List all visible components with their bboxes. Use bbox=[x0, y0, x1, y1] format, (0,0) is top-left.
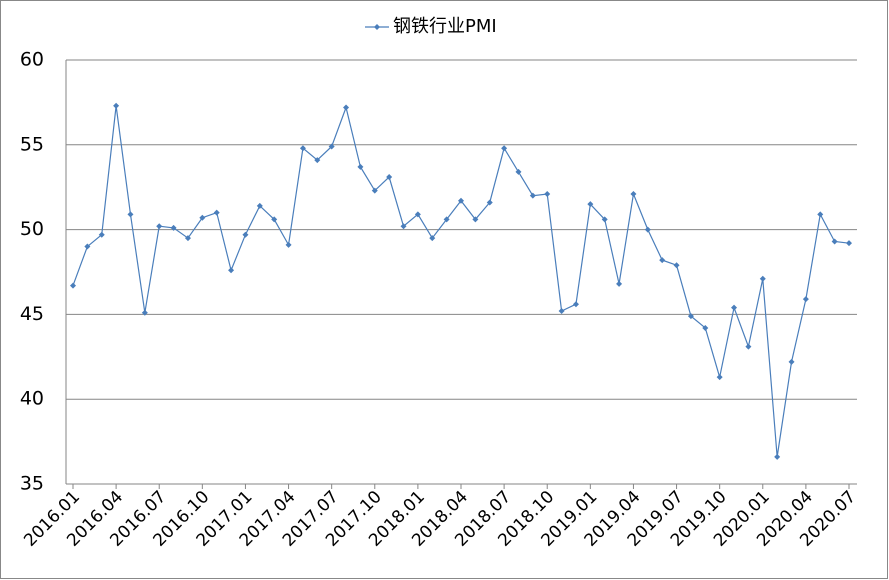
marker bbox=[716, 374, 723, 381]
marker bbox=[630, 190, 637, 197]
y-tick-label: 60 bbox=[20, 49, 44, 71]
y-tick-label: 45 bbox=[20, 303, 44, 325]
marker bbox=[271, 216, 278, 223]
marker bbox=[501, 145, 508, 152]
legend-label: 钢铁行业PMI bbox=[393, 16, 497, 37]
marker bbox=[228, 267, 235, 274]
legend-marker bbox=[374, 24, 380, 30]
marker bbox=[285, 241, 292, 248]
y-tick-label: 50 bbox=[20, 218, 44, 240]
marker bbox=[256, 202, 263, 209]
marker bbox=[472, 216, 479, 223]
marker bbox=[572, 301, 579, 308]
marker bbox=[386, 174, 393, 181]
marker bbox=[242, 231, 249, 238]
marker bbox=[702, 324, 709, 331]
marker bbox=[127, 211, 134, 218]
marker bbox=[601, 216, 608, 223]
marker bbox=[544, 190, 551, 197]
marker bbox=[558, 308, 565, 315]
marker bbox=[817, 211, 824, 218]
marker bbox=[731, 304, 738, 311]
marker bbox=[587, 201, 594, 208]
marker bbox=[659, 257, 666, 264]
marker bbox=[687, 313, 694, 320]
marker bbox=[429, 235, 436, 242]
marker bbox=[616, 280, 623, 287]
marker bbox=[644, 226, 651, 233]
marker bbox=[141, 309, 148, 316]
marker bbox=[414, 211, 421, 218]
marker bbox=[113, 102, 120, 109]
y-tick-label: 55 bbox=[20, 133, 44, 155]
marker bbox=[400, 223, 407, 230]
marker bbox=[213, 209, 220, 216]
y-tick-label: 40 bbox=[20, 388, 44, 410]
marker bbox=[443, 216, 450, 223]
marker bbox=[759, 275, 766, 282]
marker bbox=[184, 235, 191, 242]
marker bbox=[156, 223, 163, 230]
marker bbox=[343, 104, 350, 111]
marker bbox=[673, 262, 680, 269]
marker bbox=[831, 238, 838, 245]
marker bbox=[371, 187, 378, 194]
marker bbox=[70, 282, 76, 289]
marker bbox=[846, 240, 852, 247]
marker bbox=[802, 296, 809, 303]
marker bbox=[328, 143, 335, 150]
marker bbox=[314, 157, 321, 164]
marker bbox=[788, 358, 795, 365]
marker bbox=[84, 243, 91, 250]
marker bbox=[745, 343, 752, 350]
marker bbox=[357, 163, 364, 170]
y-tick-label: 35 bbox=[20, 473, 44, 495]
marker bbox=[98, 231, 105, 238]
marker bbox=[170, 224, 177, 231]
marker bbox=[529, 192, 536, 199]
marker bbox=[774, 453, 781, 460]
marker bbox=[515, 168, 522, 175]
marker bbox=[458, 197, 464, 204]
marker bbox=[299, 145, 306, 152]
marker bbox=[199, 214, 206, 221]
marker bbox=[486, 199, 493, 206]
